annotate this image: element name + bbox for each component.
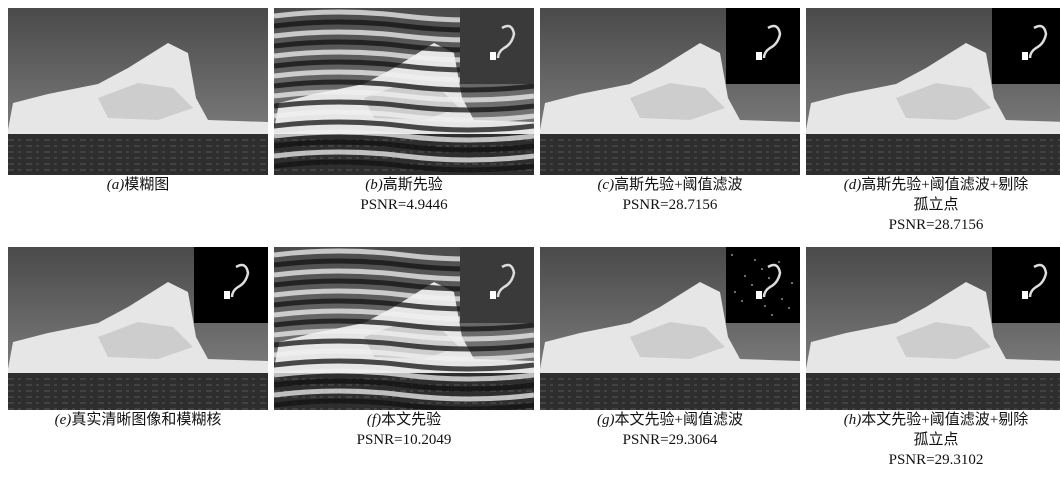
panel: (h)本文先验+阈值滤波+剔除孤立点 PSNR=29.3102: [806, 247, 1060, 470]
caption-line: (g)本文先验+阈值滤波: [540, 410, 800, 430]
kernel-dot: [756, 291, 762, 299]
noise: [791, 282, 793, 284]
kernel-dot: [756, 52, 762, 60]
caption-line: (d)高斯先验+阈值滤波+剔除: [806, 175, 1060, 195]
image: [8, 247, 268, 410]
caption-text: 本文先验+阈值滤波+剔除: [861, 412, 1028, 428]
noise: [781, 298, 783, 300]
panel-label: (d): [844, 177, 862, 193]
kernel-inset: [194, 247, 268, 323]
panel-label: (c): [597, 177, 614, 193]
image: [540, 247, 800, 410]
caption-line: (f)本文先验: [274, 410, 534, 430]
noise: [751, 284, 753, 286]
kernel-dot: [490, 52, 496, 60]
noise: [761, 268, 763, 270]
caption-line: (e)真实清晰图像和模糊核: [8, 410, 268, 430]
panel-label: (f): [367, 412, 381, 428]
caption: (d)高斯先验+阈值滤波+剔除孤立点 PSNR=28.7156: [806, 175, 1060, 235]
caption-line: (a)模糊图: [8, 175, 268, 195]
kernel-inset: [992, 247, 1060, 323]
kernel-dot: [224, 291, 230, 299]
noise: [744, 275, 746, 277]
noise: [731, 254, 733, 256]
kernel-dot: [1022, 52, 1028, 60]
kernel-inset: [726, 8, 800, 84]
caption-text: 真实清晰图像和模糊核: [71, 412, 221, 428]
noise: [741, 300, 743, 302]
noise: [768, 277, 770, 279]
image: [8, 8, 268, 175]
image: [540, 8, 800, 175]
image: [806, 8, 1060, 175]
kernel-dot: [490, 291, 496, 299]
caption-line: 孤立点: [806, 195, 1060, 215]
noise: [734, 291, 736, 293]
kernel-inset: [460, 8, 534, 84]
caption: (e)真实清晰图像和模糊核: [8, 410, 268, 430]
noise: [778, 261, 780, 263]
panel: (e)真实清晰图像和模糊核: [8, 247, 268, 430]
caption-text: 孤立点: [913, 197, 958, 213]
caption-text: 孤立点: [913, 432, 958, 448]
kernel-inset: [460, 247, 534, 323]
psnr: PSNR=29.3102: [806, 450, 1060, 470]
panel: (d)高斯先验+阈值滤波+剔除孤立点 PSNR=28.7156: [806, 8, 1060, 235]
caption-text: 高斯先验+阈值滤波: [614, 177, 742, 193]
image: [274, 247, 534, 410]
psnr: PSNR=28.7156: [540, 195, 800, 215]
caption-line: 孤立点: [806, 430, 1060, 450]
noise: [754, 259, 756, 261]
psnr: PSNR=4.9446: [274, 195, 534, 215]
caption-text: 高斯先验+阈值滤波+剔除: [861, 177, 1028, 193]
kernel-inset: [726, 247, 800, 323]
psnr: PSNR=10.2049: [274, 430, 534, 450]
caption: (h)本文先验+阈值滤波+剔除孤立点 PSNR=29.3102: [806, 410, 1060, 470]
noise: [771, 314, 773, 316]
figure: (a)模糊图(b)高斯先验PSNR=4.9446(c)高斯先验+阈值滤波PSNR…: [0, 0, 1060, 479]
caption-line: (b)高斯先验: [274, 175, 534, 195]
panel-label: (h): [844, 412, 862, 428]
panel-label: (g): [597, 412, 615, 428]
kernel-dot: [1022, 291, 1028, 299]
panel-label: (b): [365, 177, 383, 193]
caption: (a)模糊图: [8, 175, 268, 195]
caption-line: (h)本文先验+阈值滤波+剔除: [806, 410, 1060, 430]
caption-text: 模糊图: [124, 177, 169, 193]
caption-text: 本文先验+阈值滤波: [615, 412, 743, 428]
psnr: PSNR=28.7156: [806, 215, 1060, 235]
panel: (a)模糊图: [8, 8, 268, 195]
noise: [788, 307, 790, 309]
kernel-inset: [992, 8, 1060, 84]
psnr: PSNR=29.3064: [540, 430, 800, 450]
noise: [764, 305, 766, 307]
image: [806, 247, 1060, 410]
caption-text: 本文先验: [381, 412, 441, 428]
caption-line: (c)高斯先验+阈值滤波: [540, 175, 800, 195]
caption-text: 高斯先验: [383, 177, 443, 193]
panel-label: (a): [107, 177, 125, 193]
panel-label: (e): [55, 412, 72, 428]
image: [274, 8, 534, 175]
